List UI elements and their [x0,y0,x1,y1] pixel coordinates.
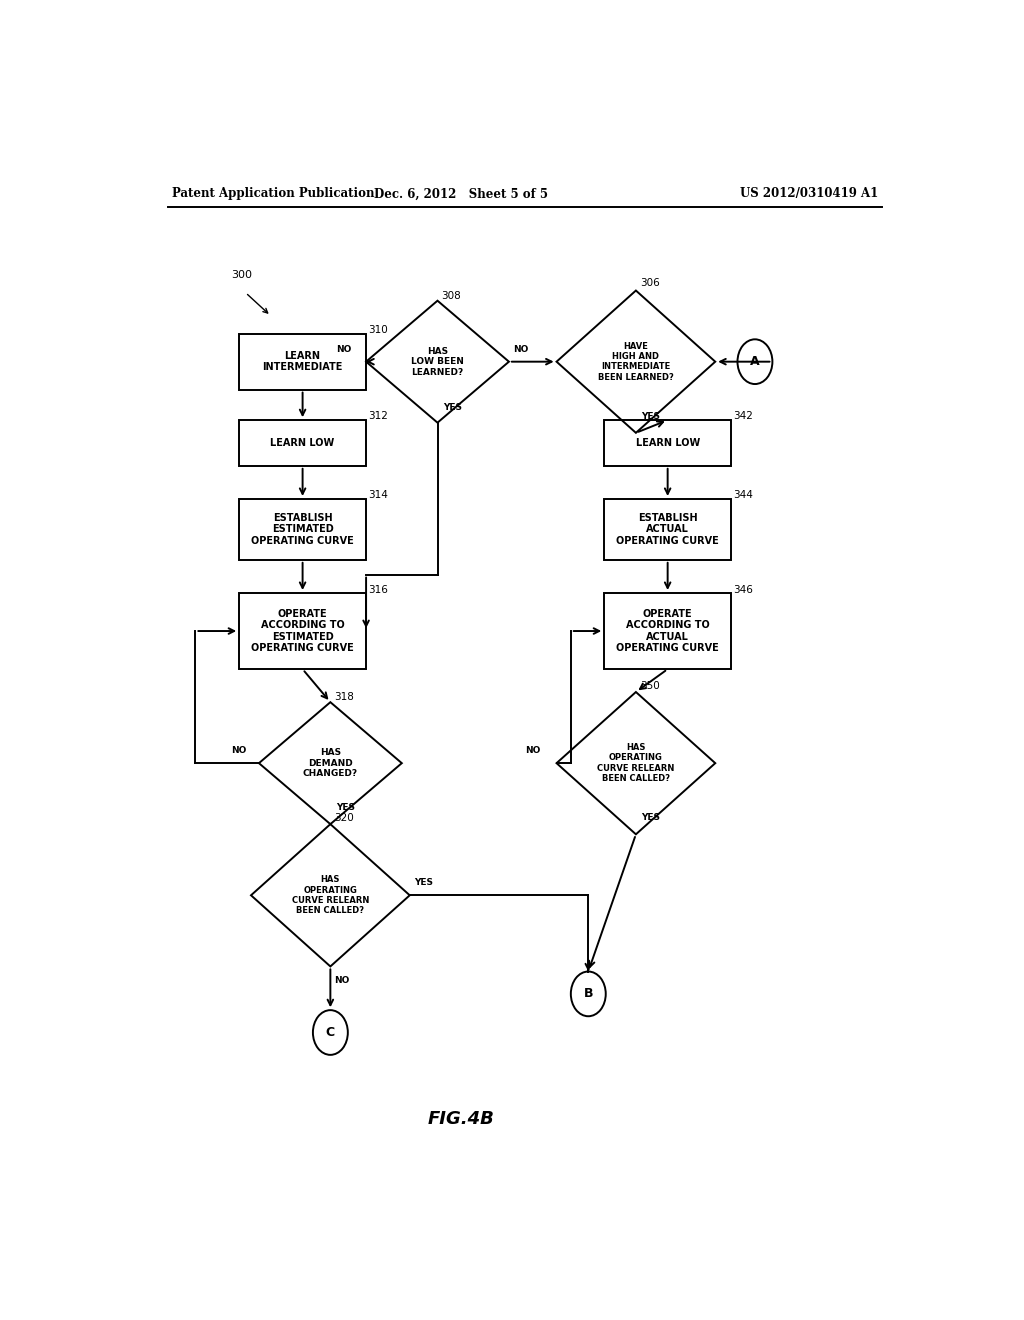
Text: A: A [751,355,760,368]
Bar [604,499,731,560]
Text: 314: 314 [369,490,388,500]
Bar [604,593,731,669]
Text: LEARN
INTERMEDIATE: LEARN INTERMEDIATE [262,351,343,372]
Text: 306: 306 [640,279,659,289]
Text: 344: 344 [733,490,754,500]
Text: YES: YES [641,412,660,421]
Text: 318: 318 [334,692,354,702]
Text: NO: NO [336,345,351,354]
Text: NO: NO [334,975,350,985]
Text: HAS
DEMAND
CHANGED?: HAS DEMAND CHANGED? [303,748,358,777]
Text: Dec. 6, 2012   Sheet 5 of 5: Dec. 6, 2012 Sheet 5 of 5 [375,187,548,201]
Bar [240,499,367,560]
Text: ESTABLISH
ACTUAL
OPERATING CURVE: ESTABLISH ACTUAL OPERATING CURVE [616,512,719,546]
Text: NO: NO [231,746,247,755]
Text: OPERATE
ACCORDING TO
ACTUAL
OPERATING CURVE: OPERATE ACCORDING TO ACTUAL OPERATING CU… [616,609,719,653]
Text: YES: YES [443,404,462,412]
Text: HAS
OPERATING
CURVE RELEARN
BEEN CALLED?: HAS OPERATING CURVE RELEARN BEEN CALLED? [292,875,369,915]
Text: YES: YES [414,878,433,887]
Text: 316: 316 [369,586,388,595]
Text: HAS
LOW BEEN
LEARNED?: HAS LOW BEEN LEARNED? [411,347,464,376]
Text: HAVE
HIGH AND
INTERMEDIATE
BEEN LEARNED?: HAVE HIGH AND INTERMEDIATE BEEN LEARNED? [598,342,674,381]
Text: B: B [584,987,593,1001]
Text: 350: 350 [640,681,659,690]
Text: 346: 346 [733,586,754,595]
Text: US 2012/0310419 A1: US 2012/0310419 A1 [739,187,878,201]
Text: Patent Application Publication: Patent Application Publication [172,187,374,201]
Text: YES: YES [641,813,660,822]
Text: FIG.4B: FIG.4B [428,1110,495,1127]
Text: NO: NO [513,345,528,354]
Text: YES: YES [336,803,355,812]
Text: LEARN LOW: LEARN LOW [636,438,699,447]
Text: HAS
OPERATING
CURVE RELEARN
BEEN CALLED?: HAS OPERATING CURVE RELEARN BEEN CALLED? [597,743,675,783]
Text: 320: 320 [334,813,354,824]
Bar [240,593,367,669]
Bar [240,420,367,466]
Text: C: C [326,1026,335,1039]
Bar [240,334,367,389]
Text: LEARN LOW: LEARN LOW [270,438,335,447]
Text: OPERATE
ACCORDING TO
ESTIMATED
OPERATING CURVE: OPERATE ACCORDING TO ESTIMATED OPERATING… [251,609,354,653]
Text: 310: 310 [369,325,388,335]
Bar [604,420,731,466]
Text: 312: 312 [369,411,388,421]
Text: NO: NO [524,746,541,755]
Text: ESTABLISH
ESTIMATED
OPERATING CURVE: ESTABLISH ESTIMATED OPERATING CURVE [251,512,354,546]
Text: 300: 300 [231,271,252,280]
Text: 308: 308 [441,290,461,301]
Text: 342: 342 [733,411,754,421]
